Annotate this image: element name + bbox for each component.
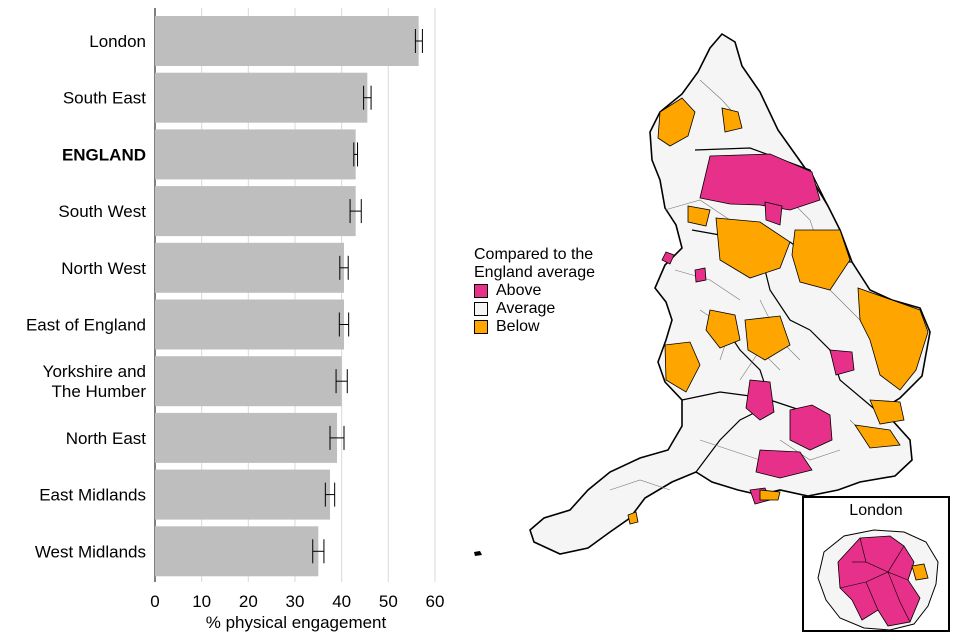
x-axis-ticks: 0 10 20 30 40 50 60 (150, 592, 444, 611)
england-map (474, 32, 931, 556)
london-below (911, 563, 929, 581)
bar (155, 469, 330, 520)
category-label: West Midlands (35, 542, 146, 561)
london-borough-lines (839, 537, 911, 623)
category-label: East of England (26, 316, 146, 335)
category-label: ENGLAND (62, 145, 146, 164)
category-label: London (89, 32, 146, 51)
x-tick-label: 50 (379, 592, 398, 611)
bar (155, 129, 356, 180)
bar (155, 412, 337, 463)
x-axis-label: % physical engagement (206, 613, 387, 632)
legend-item-average: Average (474, 300, 595, 318)
london-inset: London (802, 496, 950, 632)
x-tick-label: 20 (239, 592, 258, 611)
legend-title-line-1: Compared to the (474, 246, 594, 263)
legend-item-above: Above (474, 282, 595, 300)
bar (155, 356, 342, 407)
london-map (817, 529, 939, 631)
inset-title: London (849, 502, 903, 519)
category-label: North East (66, 429, 147, 448)
category-label: South West (58, 202, 146, 221)
legend-item-below: Below (474, 318, 595, 336)
category-label: South East (63, 89, 146, 108)
x-tick-label: 40 (332, 592, 351, 611)
bar (155, 186, 356, 237)
map-legend: Compared to the England average Above Av… (474, 246, 595, 336)
category-label: The Humber (52, 382, 147, 401)
bar (155, 299, 344, 350)
bars (155, 16, 423, 577)
below-areas (627, 97, 929, 525)
london-above (837, 535, 921, 627)
average-swatch (474, 302, 488, 316)
category-label: East Midlands (39, 486, 146, 505)
legend-label-above: Above (496, 282, 542, 299)
legend-label-average: Average (496, 300, 556, 317)
below-swatch (474, 320, 488, 334)
bar (155, 526, 319, 577)
legend-label-below: Below (496, 318, 540, 335)
category-labels: London South East ENGLAND South West North W… (26, 32, 146, 561)
legend-title: Compared to the England average (474, 246, 595, 282)
bar (155, 16, 419, 66)
x-tick-label: 60 (426, 592, 445, 611)
x-tick-label: 0 (150, 592, 159, 611)
category-label: Yorkshire and (43, 362, 146, 381)
category-label: North West (61, 259, 146, 278)
bar-chart: London South East ENGLAND South West North W… (26, 8, 444, 632)
bar (155, 242, 344, 293)
bar (155, 72, 368, 123)
x-tick-label: 10 (192, 592, 211, 611)
island (474, 551, 482, 556)
x-tick-label: 30 (286, 592, 305, 611)
legend-title-line-2: England average (474, 264, 595, 281)
above-areas (661, 153, 855, 505)
above-swatch (474, 284, 488, 298)
